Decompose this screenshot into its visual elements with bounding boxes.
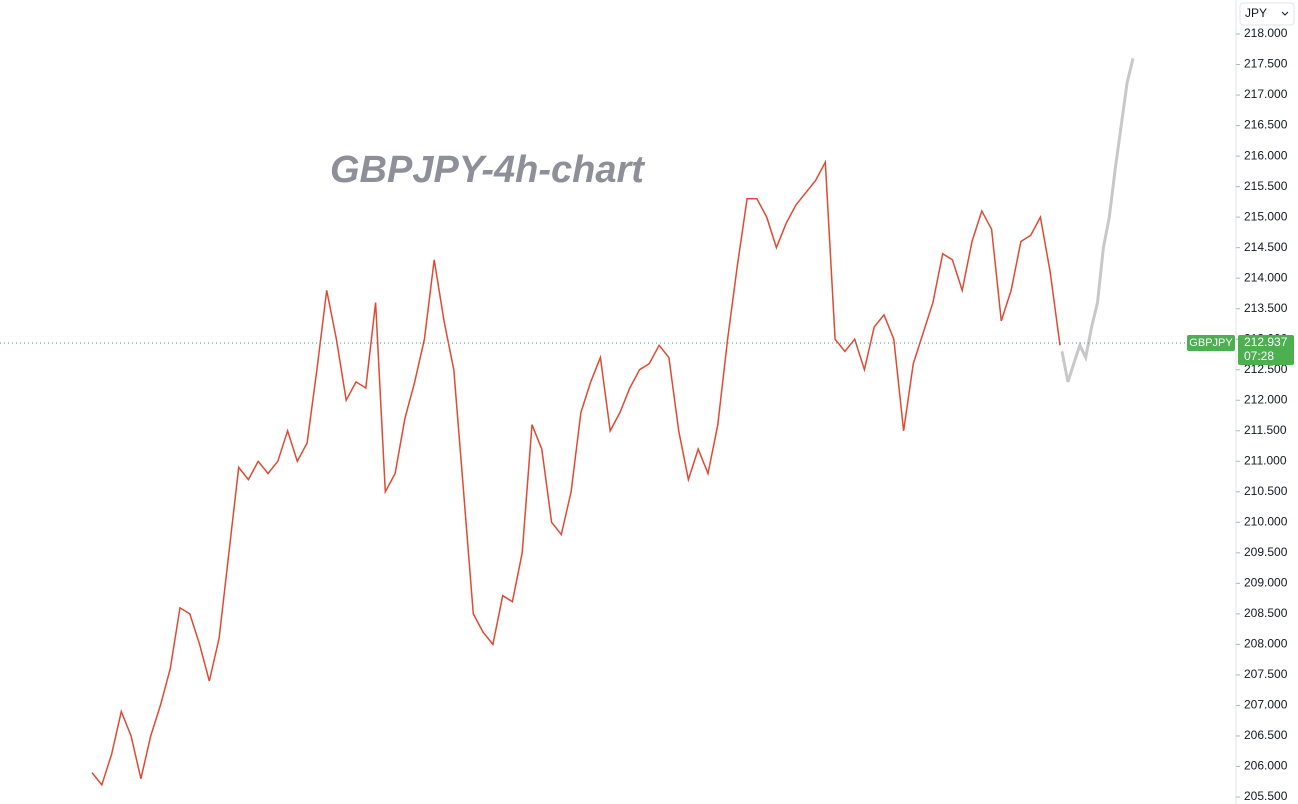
currency-button[interactable]	[1239, 2, 1295, 26]
y-tick-label: 205.500	[1244, 789, 1288, 803]
y-tick-label: 207.500	[1244, 667, 1288, 681]
chart-title: GBPJPY-4h-chart	[330, 149, 645, 191]
y-tick-label: 208.000	[1244, 637, 1288, 651]
y-tick-label: 212.000	[1244, 392, 1288, 406]
y-tick-label: 212.500	[1244, 362, 1288, 376]
y-tick-label: 209.000	[1244, 576, 1288, 590]
y-tick-label: 206.000	[1244, 759, 1288, 773]
y-tick-label: 210.000	[1244, 514, 1288, 528]
y-tick-label: 215.000	[1244, 209, 1288, 223]
y-tick-label: 211.000	[1244, 453, 1287, 467]
currency-label: JPY	[1245, 6, 1267, 20]
y-tick-label: 216.500	[1244, 118, 1288, 132]
y-tick-label: 216.000	[1244, 148, 1288, 162]
price-line	[1060, 58, 1135, 383]
y-tick-label: 211.500	[1244, 423, 1287, 437]
chevron	[1281, 11, 1289, 16]
price-badge	[1238, 335, 1294, 366]
symbol-badge	[1187, 335, 1235, 352]
price-label: 212.937	[1244, 335, 1288, 349]
y-tick-label: 217.000	[1244, 87, 1288, 101]
y-tick-label: 218.000	[1244, 26, 1288, 40]
y-tick-label: 210.500	[1244, 484, 1288, 498]
y-tick-label: 207.000	[1244, 698, 1288, 712]
y-tick-label: 214.000	[1244, 270, 1288, 284]
y-tick-label: 209.500	[1244, 545, 1288, 559]
price-line	[91, 159, 1061, 787]
y-tick-label: 217.500	[1244, 57, 1288, 71]
symbol-label: GBPJPY	[1189, 337, 1233, 349]
countdown-label: 07:28	[1244, 349, 1274, 363]
y-tick-label: 213.500	[1244, 301, 1288, 315]
y-tick-label: 208.500	[1244, 606, 1288, 620]
y-tick-label: 214.500	[1244, 240, 1288, 254]
y-tick-label: 206.500	[1244, 728, 1288, 742]
y-tick-label: 215.500	[1244, 179, 1288, 193]
